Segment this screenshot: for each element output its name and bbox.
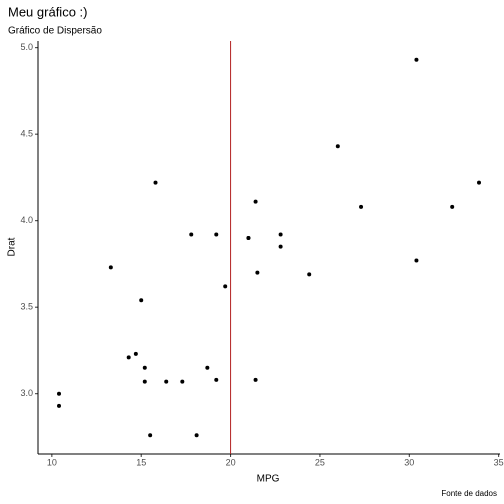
point xyxy=(335,144,340,149)
point xyxy=(205,365,210,370)
point xyxy=(180,379,185,384)
point xyxy=(307,272,312,277)
caption: Fonte de dados xyxy=(441,489,497,498)
point xyxy=(126,355,131,360)
chart-subtitle: Gráfico de Dispersão xyxy=(8,26,102,37)
x-axis-label: MPG xyxy=(257,474,280,485)
point xyxy=(253,199,258,204)
point xyxy=(450,204,455,209)
y-tick-label: 3.5 xyxy=(20,302,33,312)
point xyxy=(57,403,61,408)
y-axis-label: Drat xyxy=(7,237,18,256)
chart-title: Meu gráfico :) xyxy=(8,4,87,19)
point xyxy=(153,180,158,185)
point xyxy=(414,57,419,62)
point xyxy=(148,433,153,438)
point xyxy=(359,204,364,209)
point xyxy=(189,232,194,237)
x-tick-label: 15 xyxy=(136,457,146,467)
point xyxy=(164,379,169,384)
point xyxy=(255,270,260,275)
point xyxy=(477,180,481,185)
point xyxy=(214,377,219,382)
point xyxy=(142,379,147,384)
y-tick-label: 5.0 xyxy=(20,42,33,52)
x-tick-label: 10 xyxy=(47,457,57,467)
point xyxy=(246,235,251,240)
point xyxy=(223,284,228,289)
x-tick-label: 35 xyxy=(494,457,504,467)
point xyxy=(253,377,258,382)
point xyxy=(142,365,147,370)
point xyxy=(414,258,419,263)
point xyxy=(133,351,138,356)
x-tick-label: 25 xyxy=(315,457,325,467)
point xyxy=(108,265,113,270)
y-tick-label: 4.5 xyxy=(20,129,33,139)
y-tick-label: 4.0 xyxy=(20,215,33,225)
y-tick-label: 3.0 xyxy=(20,388,33,398)
point xyxy=(139,298,144,303)
x-tick-label: 20 xyxy=(226,457,236,467)
point xyxy=(278,232,283,237)
point xyxy=(214,232,219,237)
point xyxy=(278,244,283,249)
point xyxy=(194,433,199,438)
point xyxy=(57,391,61,396)
x-tick-label: 30 xyxy=(404,457,414,467)
